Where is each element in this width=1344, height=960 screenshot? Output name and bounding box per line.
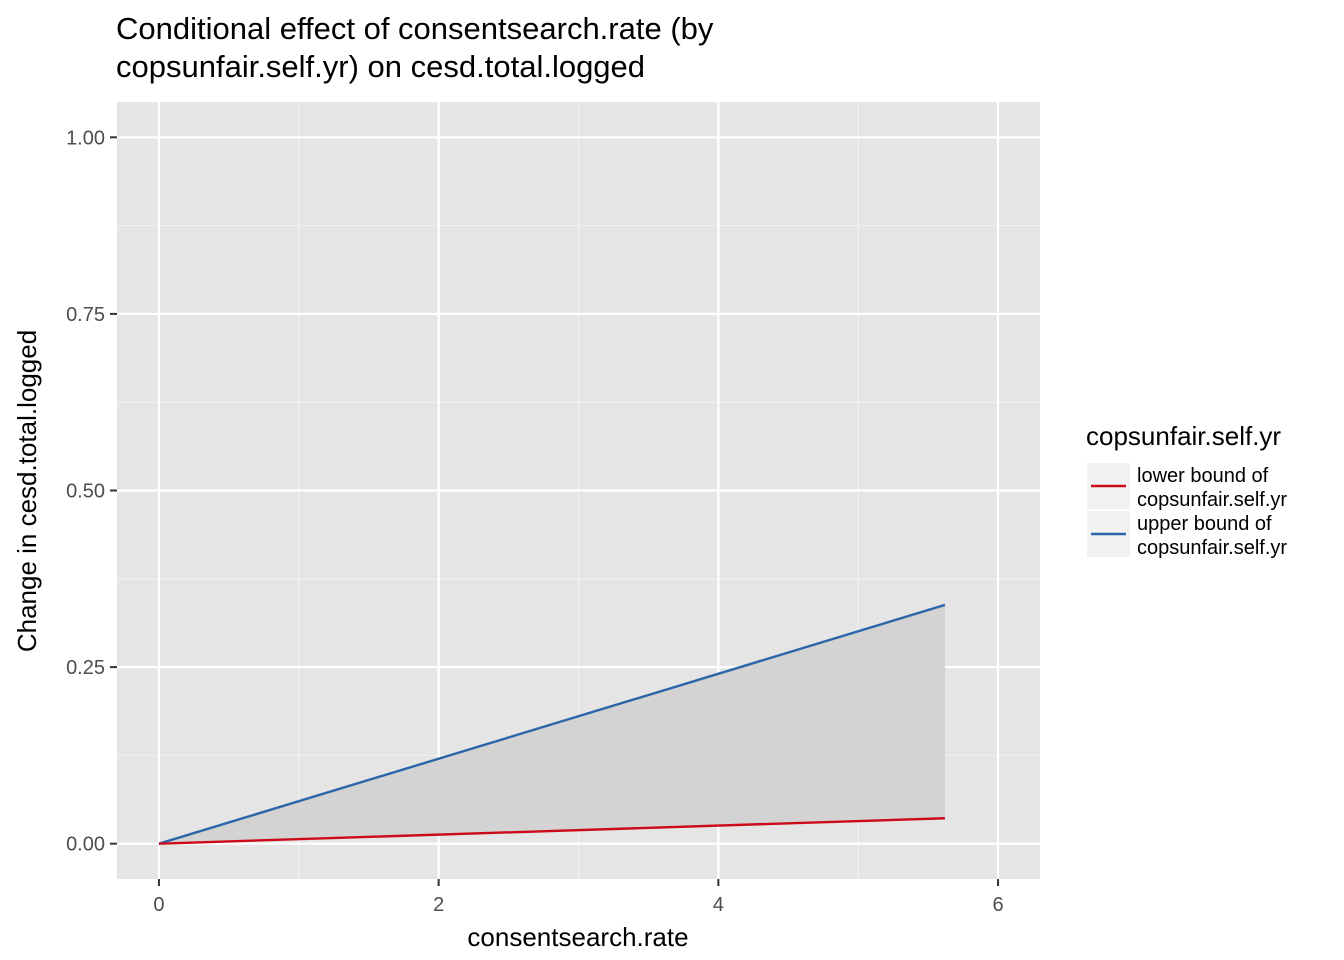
lower-bound-line: [158, 817, 945, 845]
legend-label-lower: lower bound of: [1137, 465, 1269, 487]
upper-bound-line: [158, 603, 946, 845]
chart-title-line-2: copsunfair.self.yr) on cesd.total.logged: [116, 49, 645, 84]
y-tick-label: 0.75: [66, 304, 105, 326]
y-tick-label: 0.25: [66, 657, 105, 679]
data-layer: [158, 603, 946, 845]
x-tick-label: 0: [153, 894, 164, 916]
x-axis-title: consentsearch.rate: [467, 922, 688, 952]
chart-title: Conditional effect of consentsearch.rate…: [116, 11, 714, 84]
x-tick-label: 6: [992, 894, 1003, 916]
x-axis: 0 2 4 6: [153, 879, 1004, 916]
legend-label-upper: copsunfair.self.yr: [1137, 537, 1287, 559]
y-axis: 0.00 0.25 0.50 0.75 1.00: [66, 127, 117, 856]
legend-label-upper: upper bound of: [1137, 513, 1272, 535]
chart-title-line-1: Conditional effect of consentsearch.rate…: [116, 11, 714, 46]
legend-label-lower: copsunfair.self.yr: [1137, 489, 1287, 511]
x-tick-label: 2: [433, 894, 444, 916]
legend: copsunfair.self.yr lower bound ofcopsunf…: [1086, 421, 1287, 559]
y-tick-label: 0.50: [66, 481, 105, 503]
x-tick-label: 4: [713, 894, 724, 916]
y-tick-label: 1.00: [66, 127, 105, 149]
legend-title: copsunfair.self.yr: [1086, 421, 1281, 451]
y-tick-label: 0.00: [66, 834, 105, 856]
y-axis-title: Change in cesd.total.logged: [12, 330, 42, 652]
